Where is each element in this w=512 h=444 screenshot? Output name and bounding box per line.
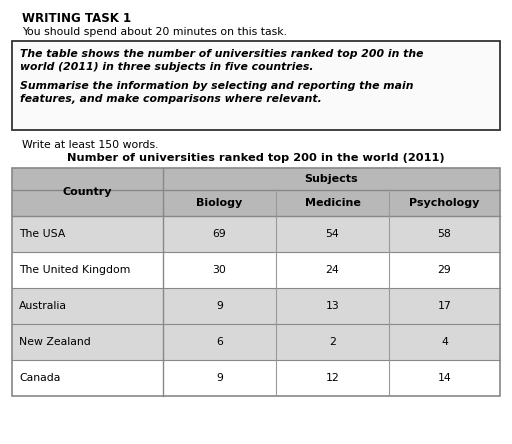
Text: 9: 9 xyxy=(216,301,223,311)
Text: Number of universities ranked top 200 in the world (2011): Number of universities ranked top 200 in… xyxy=(67,153,445,163)
Text: 2: 2 xyxy=(329,337,336,347)
Bar xyxy=(12,252,500,288)
Text: 4: 4 xyxy=(441,337,448,347)
Text: The United Kingdom: The United Kingdom xyxy=(19,265,131,275)
Bar xyxy=(12,216,500,252)
Text: Biology: Biology xyxy=(197,198,243,208)
Text: Subjects: Subjects xyxy=(305,174,358,184)
Text: 12: 12 xyxy=(326,373,339,383)
Text: 58: 58 xyxy=(438,229,452,239)
Bar xyxy=(12,168,500,396)
Text: 14: 14 xyxy=(438,373,452,383)
Bar xyxy=(12,168,500,190)
Text: Write at least 150 words.: Write at least 150 words. xyxy=(22,140,159,150)
Text: 30: 30 xyxy=(212,265,226,275)
Text: 69: 69 xyxy=(212,229,226,239)
Bar xyxy=(12,360,500,396)
Text: The table shows the number of universities ranked top 200 in the: The table shows the number of universiti… xyxy=(20,49,423,59)
Text: Canada: Canada xyxy=(19,373,60,383)
Bar xyxy=(12,288,500,324)
Text: 13: 13 xyxy=(326,301,339,311)
Bar xyxy=(12,190,500,216)
Text: 29: 29 xyxy=(438,265,452,275)
Bar xyxy=(12,41,500,130)
Text: 24: 24 xyxy=(326,265,339,275)
Bar xyxy=(12,324,500,360)
Text: You should spend about 20 minutes on this task.: You should spend about 20 minutes on thi… xyxy=(22,27,287,37)
Text: New Zealand: New Zealand xyxy=(19,337,91,347)
Text: world (2011) in three subjects in five countries.: world (2011) in three subjects in five c… xyxy=(20,62,313,72)
Text: 9: 9 xyxy=(216,373,223,383)
Text: 17: 17 xyxy=(438,301,452,311)
Text: Summarise the information by selecting and reporting the main: Summarise the information by selecting a… xyxy=(20,81,414,91)
Text: 54: 54 xyxy=(326,229,339,239)
Text: WRITING TASK 1: WRITING TASK 1 xyxy=(22,12,131,25)
Text: Medicine: Medicine xyxy=(305,198,360,208)
Text: The USA: The USA xyxy=(19,229,66,239)
Text: 6: 6 xyxy=(216,337,223,347)
Text: Country: Country xyxy=(63,187,112,197)
Text: features, and make comparisons where relevant.: features, and make comparisons where rel… xyxy=(20,94,322,104)
Text: Australia: Australia xyxy=(19,301,67,311)
Text: Psychology: Psychology xyxy=(409,198,480,208)
